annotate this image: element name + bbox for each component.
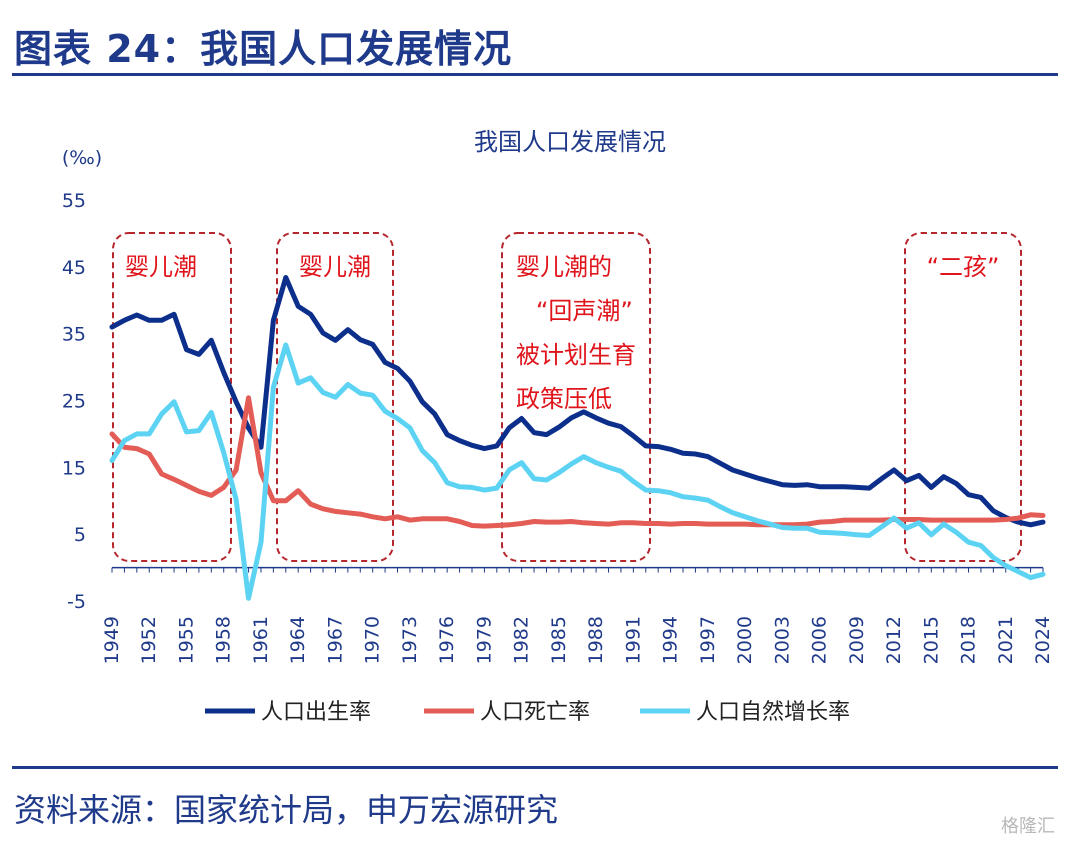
x-tick-label: 2018 xyxy=(958,616,980,664)
x-tick-label: 2006 xyxy=(809,616,831,664)
top-divider xyxy=(12,73,1058,76)
x-tick-label: 1949 xyxy=(101,616,123,664)
annotation-text: “回声潮” xyxy=(536,297,633,325)
x-tick-label: 1988 xyxy=(585,616,607,664)
x-tick-label: 1985 xyxy=(548,616,570,664)
x-tick-label: 1976 xyxy=(436,616,458,664)
annotation-box xyxy=(501,232,651,562)
x-tick-label: 1964 xyxy=(287,616,309,664)
y-axis-ticks: -5 5 15 25 35 45 55 xyxy=(62,190,86,613)
source-note: 资料来源：国家统计局，申万宏源研究 xyxy=(14,791,559,829)
series-line xyxy=(109,342,1046,601)
x-tick-label: 1997 xyxy=(697,616,719,664)
annotation-box xyxy=(276,232,394,562)
legend: 人口出生率 人口死亡率 人口自然增长率 xyxy=(205,700,850,725)
x-tick-label: 1973 xyxy=(399,616,421,664)
x-tick-label: 1955 xyxy=(175,616,197,664)
annotation-text: “二孩” xyxy=(927,253,1000,281)
annotation-text: 婴儿潮的 xyxy=(516,253,612,281)
bottom-divider xyxy=(12,766,1058,769)
y-axis-unit: (‰) xyxy=(62,147,102,169)
y-tick-label: -5 xyxy=(67,591,86,613)
watermark: 格隆汇 xyxy=(1001,816,1055,837)
annotation-text: 婴儿潮 xyxy=(125,253,197,281)
x-tick-label: 1982 xyxy=(511,616,533,664)
y-tick-label: 35 xyxy=(62,324,86,346)
annotation-text: 政策压低 xyxy=(516,385,612,413)
figure-title: 图表 24：我国人口发展情况 xyxy=(14,27,513,71)
x-axis-minor-ticks xyxy=(111,567,1044,573)
x-tick-label: 2021 xyxy=(995,616,1017,664)
legend-label: 人口死亡率 xyxy=(480,700,590,725)
x-tick-label: 2024 xyxy=(1032,616,1054,664)
y-tick-label: 25 xyxy=(62,391,86,413)
x-tick-label: 1970 xyxy=(362,616,384,664)
y-tick-label: 5 xyxy=(74,524,86,546)
annotation-text: 被计划生育 xyxy=(516,341,636,369)
x-tick-label: 1979 xyxy=(473,616,495,664)
annotation-text: 婴儿潮 xyxy=(299,253,371,281)
x-tick-label: 2015 xyxy=(920,616,942,664)
annotation-box xyxy=(904,232,1022,562)
chart-title: 我国人口发展情况 xyxy=(474,128,666,156)
x-tick-label: 1991 xyxy=(622,616,644,664)
x-tick-label: 1961 xyxy=(250,616,272,664)
x-tick-label: 1994 xyxy=(660,616,682,664)
x-tick-label: 2009 xyxy=(846,616,868,664)
x-tick-label: 2000 xyxy=(734,616,756,664)
y-tick-label: 15 xyxy=(62,457,86,479)
y-tick-label: 45 xyxy=(62,257,86,279)
x-tick-label: 1958 xyxy=(213,616,235,664)
x-tick-label: 1952 xyxy=(138,616,160,664)
x-tick-label: 2012 xyxy=(883,616,905,664)
series-lines xyxy=(109,275,1046,601)
series-line xyxy=(109,275,1046,528)
x-tick-label: 1967 xyxy=(324,616,346,664)
annotation-box xyxy=(112,232,232,562)
x-axis-ticks: 1949 1952 1955 1958 1961 1964 1967 1970 1973 1976… xyxy=(101,616,1054,664)
legend-label: 人口自然增长率 xyxy=(696,700,850,725)
y-tick-label: 55 xyxy=(62,190,86,212)
legend-label: 人口出生率 xyxy=(261,700,371,725)
x-tick-label: 2003 xyxy=(771,616,793,664)
